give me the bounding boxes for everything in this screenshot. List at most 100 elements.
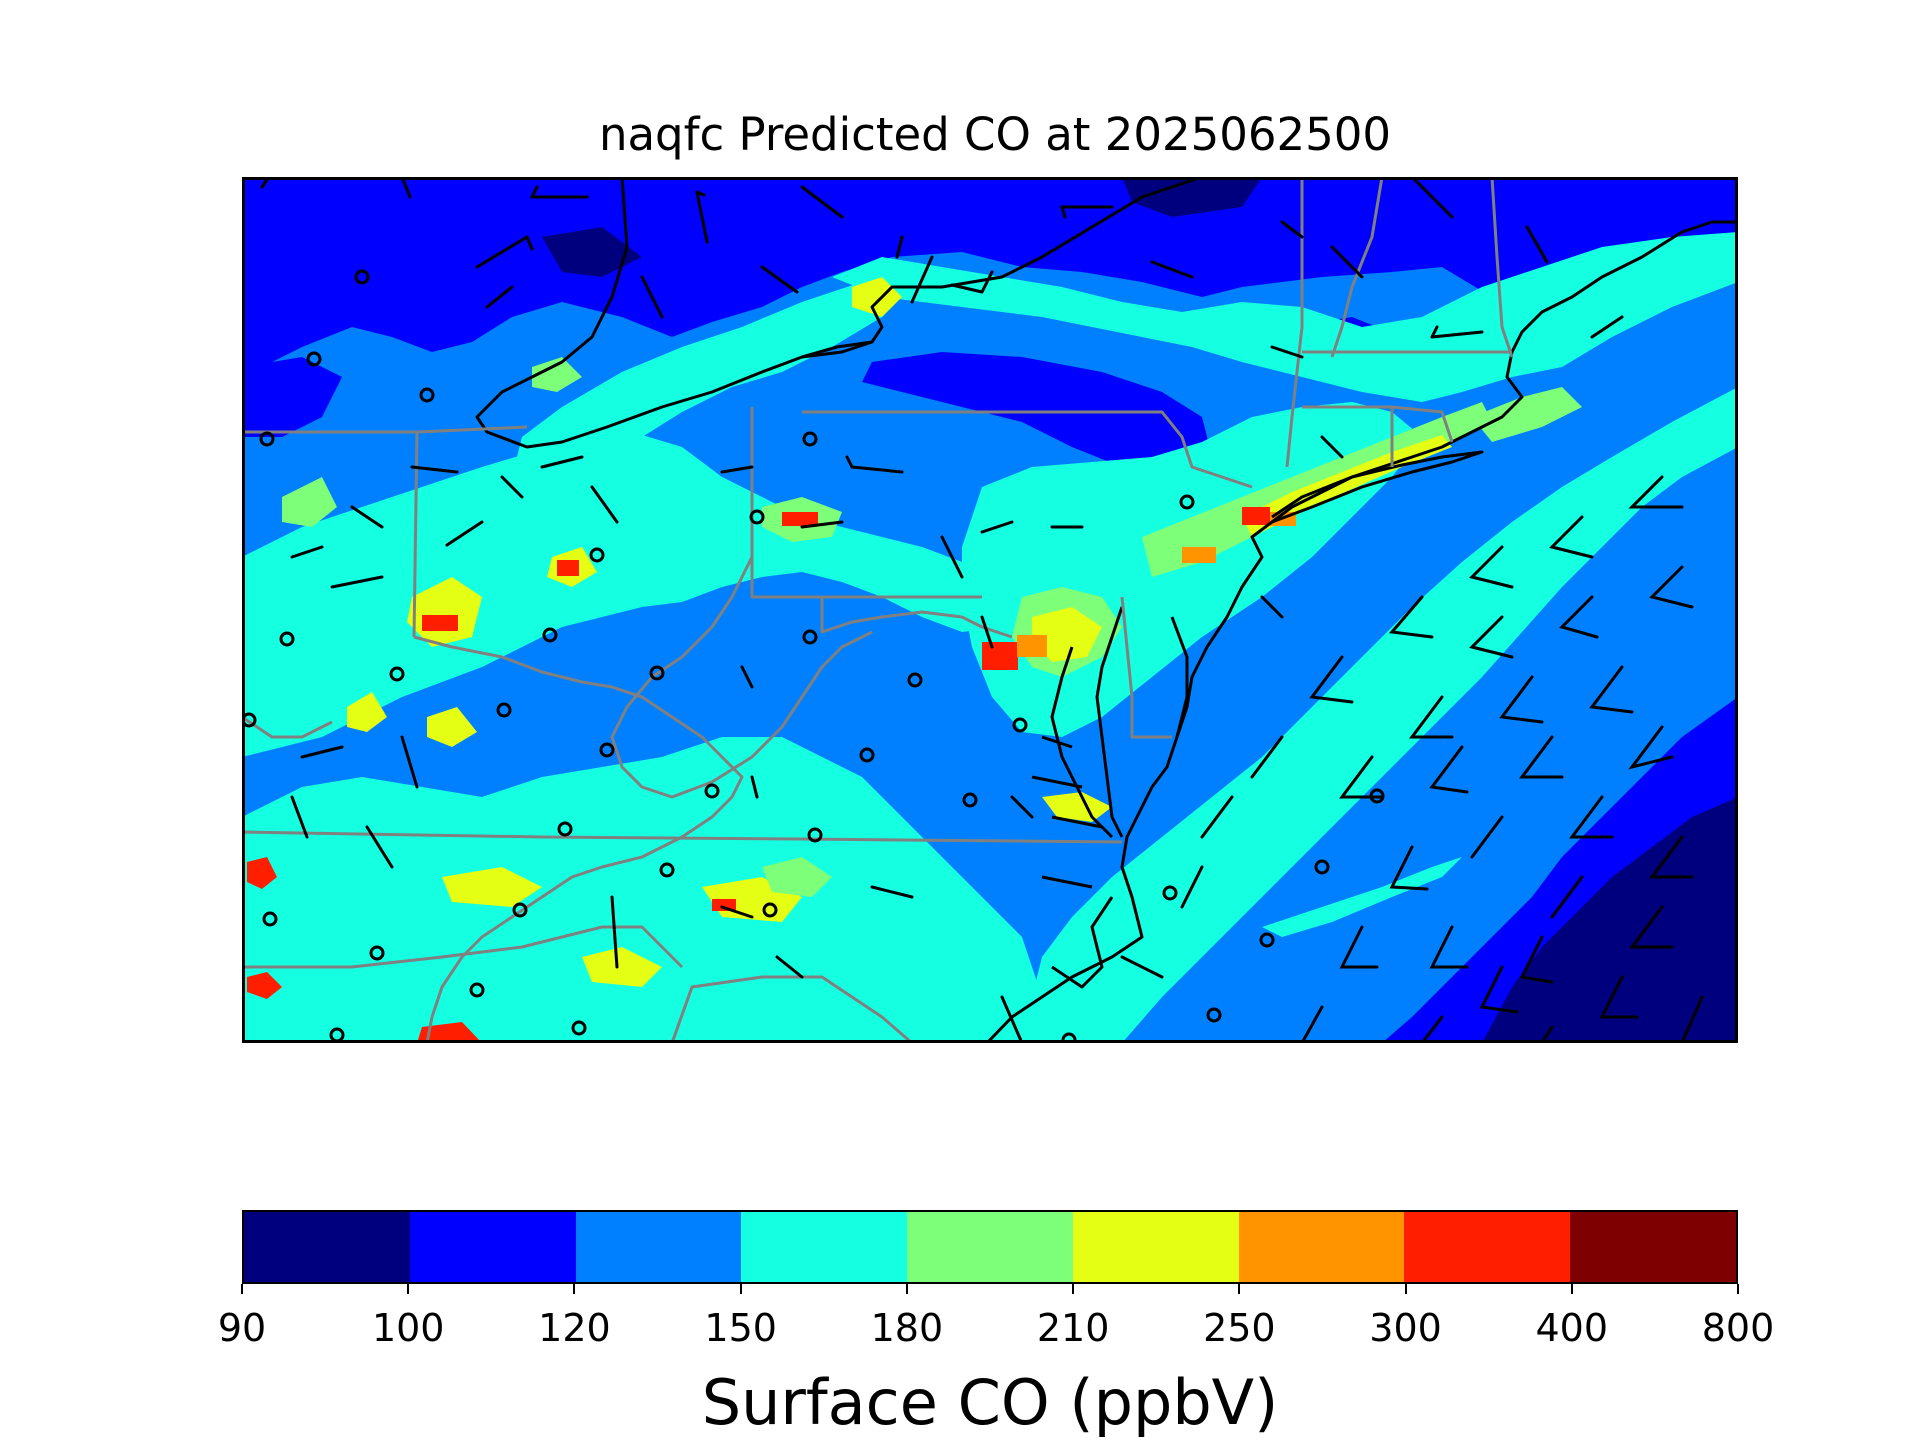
wind-barb [1519,735,1564,779]
colorbar-tick-label: 210 [1036,1306,1110,1350]
elevated-co-band-coastal [1032,387,1738,1043]
wind-barb [870,885,914,899]
wind-barb [1429,745,1469,794]
lake-erie-shoreline [475,177,1203,449]
hotspot-nj [1472,387,1582,442]
hotspot-charlotte [582,947,662,987]
hotspot-dc-orange [1017,635,1047,657]
wind-barbs [260,177,1704,1043]
wind-barb [1010,795,1034,819]
colorbar-tick-label: 100 [371,1306,445,1350]
wind-barb [940,535,964,579]
wind-barb [1499,675,1544,724]
wind-barb [1549,515,1594,559]
calm-circle [496,702,512,718]
wind-barb [980,520,1014,534]
wind-barb [1569,795,1614,839]
canada-low-co-patch [542,227,642,277]
wind-barb [1389,595,1434,639]
colorbar-tick-mark [905,1284,908,1294]
wind-barb [1300,1005,1324,1043]
calm-circle [704,783,720,799]
delaware-border [1120,596,1172,739]
northwest-low-co-area [242,357,342,437]
nc-sc-border [670,975,913,1043]
wind-barb [1150,260,1194,279]
colorbar-segment [575,1212,742,1282]
wind-barb [740,665,754,689]
hotspot-lake-erie [532,357,582,392]
wind-barb [1589,665,1634,714]
wind-barb [400,177,412,199]
calm-circle [802,431,818,447]
colorbar-segment [409,1212,576,1282]
colorbar-tick-mark [1072,1284,1075,1294]
colorbar-tick-label: 250 [1203,1306,1276,1350]
vermont-nh-border [1330,177,1384,358]
wind-barb [1320,435,1344,459]
wind-barb [1680,995,1704,1043]
wind-barb [1590,315,1624,339]
calm-circle [469,982,485,998]
hotspot-norfolk [1042,792,1112,822]
calm-circle [1179,494,1195,510]
wind-barb [1629,905,1674,949]
wind-barb [1280,220,1304,239]
calm-circle [512,902,528,918]
elevated-co-band-southern [242,737,1062,1043]
calm-circle [807,827,823,843]
wind-barb [400,735,419,789]
wind-barb [980,615,994,649]
new-hampshire-maine-border [1490,177,1514,358]
calm-circle [589,547,605,563]
wind-barb [1628,725,1674,770]
wind-barb [1309,655,1354,704]
calm-circle [749,509,765,525]
calm-circle [962,792,978,808]
co-concentration-map [242,177,1738,1043]
hotspot-detroit [282,477,337,527]
connecticut-border [1302,405,1454,443]
calm-circle [542,627,558,643]
west-virginia-border [610,556,873,799]
calm-circle [369,945,385,961]
colorbar-tick-label: 120 [538,1306,611,1350]
calm-circle [1206,1007,1222,1023]
hotspot-richmond [762,857,832,897]
wind-barb [750,775,759,799]
colorbar-segment [1570,1212,1737,1282]
calm-circle [1012,717,1028,733]
colorbar-tick-mark [1404,1284,1407,1294]
colorbar-tick-label: 300 [1369,1306,1442,1350]
wind-barb [845,455,904,474]
calm-circle [557,821,573,837]
delaware-bay-shoreline [1170,616,1189,738]
wind-barb [800,520,844,529]
hotspot-ohio-peak [422,615,458,631]
wind-barb [950,270,994,294]
calm-circle [1314,859,1330,875]
wind-barb [1180,865,1204,909]
hotspot-west-edge-2 [247,972,282,999]
colorbar-segment [1404,1212,1571,1282]
pennsylvania-border-north [802,410,1253,489]
wind-barb [910,255,934,304]
map-frame [242,177,1738,1043]
colorbar-segment [1238,1212,1405,1282]
calm-circle [571,1020,587,1036]
pamlico-sound-shoreline [1051,896,1114,989]
hotspot-dc-peak [982,642,1018,670]
wind-barb [1409,695,1454,739]
calm-circle [762,902,778,918]
wind-barb [1420,1015,1444,1043]
map-border [242,177,1738,1043]
wind-barb [720,905,754,919]
atlantic-coastline [985,220,1738,1043]
wind-barb [330,575,384,589]
wind-barb [300,745,344,759]
calm-circle [1369,788,1385,804]
wind-barb [410,465,459,474]
colorbar-segment [1072,1212,1239,1282]
ohio-river-border [413,635,744,1043]
calm-circle [306,351,322,367]
